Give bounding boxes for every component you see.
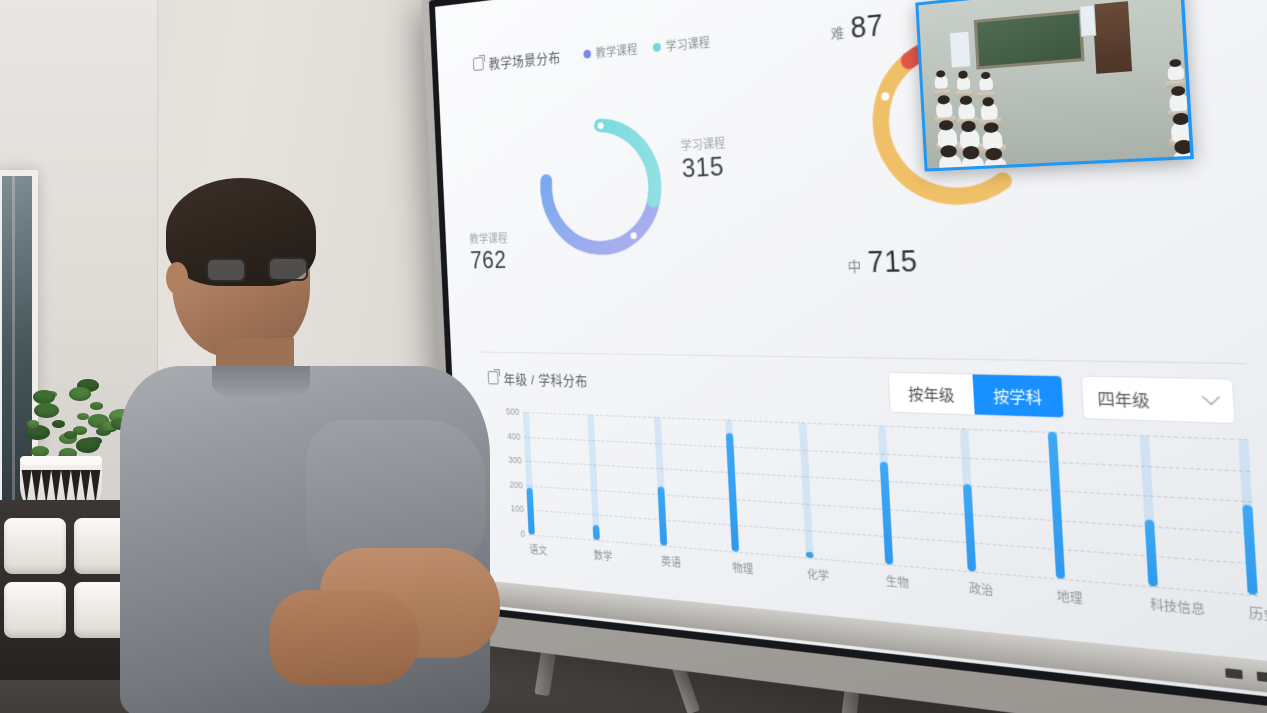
x-tick-label: 政治	[968, 578, 978, 597]
medium-name: 中	[847, 259, 861, 277]
x-tick-label: 化学	[807, 564, 816, 582]
bar-fill	[526, 488, 534, 535]
bar-fill	[806, 552, 814, 558]
view-mode-toggle[interactable]: 按年级 按学科	[887, 372, 1065, 419]
teaching-scene-legend: 教学课程 学习课程	[583, 33, 710, 62]
bar-column[interactable]	[1048, 432, 1065, 579]
bar-series	[523, 412, 1258, 595]
plant-leaves	[8, 370, 128, 470]
y-tick-label: 200	[509, 479, 523, 490]
bar-column[interactable]	[725, 420, 739, 552]
plant-pot-rim	[20, 456, 102, 465]
chevron-down-icon	[1202, 389, 1220, 406]
legend-item-learning: 学习课程	[653, 33, 711, 56]
classroom-student-head	[937, 95, 949, 105]
bar-column[interactable]	[587, 414, 600, 540]
wall-poster	[1079, 5, 1097, 37]
plant-leaf	[33, 390, 55, 404]
learning-course-value-label: 学习课程 315	[680, 136, 727, 185]
bar-track	[799, 422, 814, 558]
bar-fill	[1145, 520, 1158, 587]
bar-fill	[1242, 504, 1258, 595]
bar-column[interactable]	[877, 425, 893, 564]
medium-value: 715	[867, 245, 919, 280]
bar-column[interactable]	[960, 428, 976, 571]
plant-leaf	[52, 420, 65, 428]
plant-leaf	[69, 387, 91, 401]
y-tick-label: 100	[510, 503, 524, 514]
plant-leaf	[76, 438, 99, 453]
room-scene: 教学场景分布 教学课程 学习课程	[0, 0, 1267, 713]
sofa-cushion	[4, 518, 66, 574]
classroom-video-feed[interactable]	[915, 0, 1194, 172]
bar-fill	[963, 484, 976, 572]
bar-fill	[1048, 432, 1065, 579]
person-forearm	[270, 590, 420, 685]
distribution-title: 年级 / 学科分布	[503, 368, 588, 390]
distribution-header: 年级 / 学科分布	[487, 368, 588, 390]
x-tick-label: 物理	[732, 558, 740, 575]
bar-column[interactable]	[1238, 439, 1258, 595]
y-tick-label: 0	[520, 528, 525, 539]
bar-column[interactable]	[523, 412, 535, 535]
teaching-scene-title-group: 教学场景分布	[473, 46, 561, 74]
bar-fill	[658, 486, 668, 546]
bar-fill	[879, 461, 893, 564]
blackboard	[973, 9, 1084, 69]
toggle-by-subject[interactable]: 按学科	[972, 374, 1063, 417]
x-tick-label: 地理	[1056, 586, 1066, 606]
person-ear	[166, 262, 188, 294]
plant-leaf	[90, 402, 102, 410]
x-tick-label: 英语	[661, 552, 669, 569]
plant-leaf	[27, 420, 39, 428]
wall-poster	[949, 30, 971, 68]
hard-name: 难	[830, 26, 844, 45]
legend-dot-icon	[583, 49, 591, 58]
toggle-by-grade[interactable]: 按年级	[889, 373, 975, 415]
teaching-scene-header: 教学场景分布 教学课程 学习课程	[473, 31, 711, 74]
classroom-door	[1092, 2, 1131, 74]
grade-select-value: 四年级	[1097, 386, 1151, 411]
bar-column[interactable]	[799, 422, 814, 558]
x-tick-label: 数学	[593, 546, 600, 563]
learning-course-value: 315	[681, 152, 725, 184]
bar-fill	[592, 525, 599, 541]
x-tick-label: 语文	[529, 540, 536, 556]
hard-value: 87	[850, 9, 884, 46]
y-tick-label: 300	[508, 455, 522, 466]
legend-dot-icon	[653, 42, 661, 51]
y-axis-labels: 500 400 300 200 100 0	[493, 411, 525, 534]
x-tick-label: 科技信息	[1149, 594, 1160, 614]
medium-value-label: 中 715	[847, 245, 919, 280]
document-icon	[473, 57, 484, 71]
classroom-student	[1168, 65, 1184, 80]
legend-item-teaching: 教学课程	[583, 40, 638, 62]
x-tick-label: 生物	[885, 571, 894, 589]
legend-label-learning: 学习课程	[665, 33, 710, 55]
plant-leaf	[64, 431, 77, 439]
y-tick-label: 400	[507, 430, 521, 441]
bar-column[interactable]	[1140, 435, 1158, 587]
hard-value-label: 难 87	[830, 9, 885, 48]
teaching-scene-title: 教学场景分布	[488, 46, 561, 72]
plant-leaf	[34, 403, 59, 418]
legend-label-teaching: 教学课程	[595, 40, 638, 61]
person-viewer	[120, 170, 490, 713]
bar-column[interactable]	[654, 417, 667, 546]
y-tick-label: 500	[506, 406, 520, 417]
distribution-controls[interactable]: 按年级 按学科 四年级	[887, 372, 1236, 425]
x-tick-label: 历史	[1248, 602, 1259, 623]
distribution-title-group: 年级 / 学科分布	[487, 368, 588, 390]
bar-fill	[725, 433, 738, 552]
teaching-scene-donut[interactable]	[526, 101, 677, 269]
classroom-student-head	[962, 146, 979, 160]
port-icon	[1257, 672, 1267, 683]
sofa-cushion	[4, 582, 66, 638]
grade-select[interactable]: 四年级	[1080, 375, 1235, 424]
bar-track	[587, 414, 600, 540]
eyeglasses	[206, 258, 312, 284]
classroom-student-head	[1174, 139, 1194, 153]
port-icon	[1225, 668, 1243, 679]
shirt-collar	[212, 366, 310, 402]
